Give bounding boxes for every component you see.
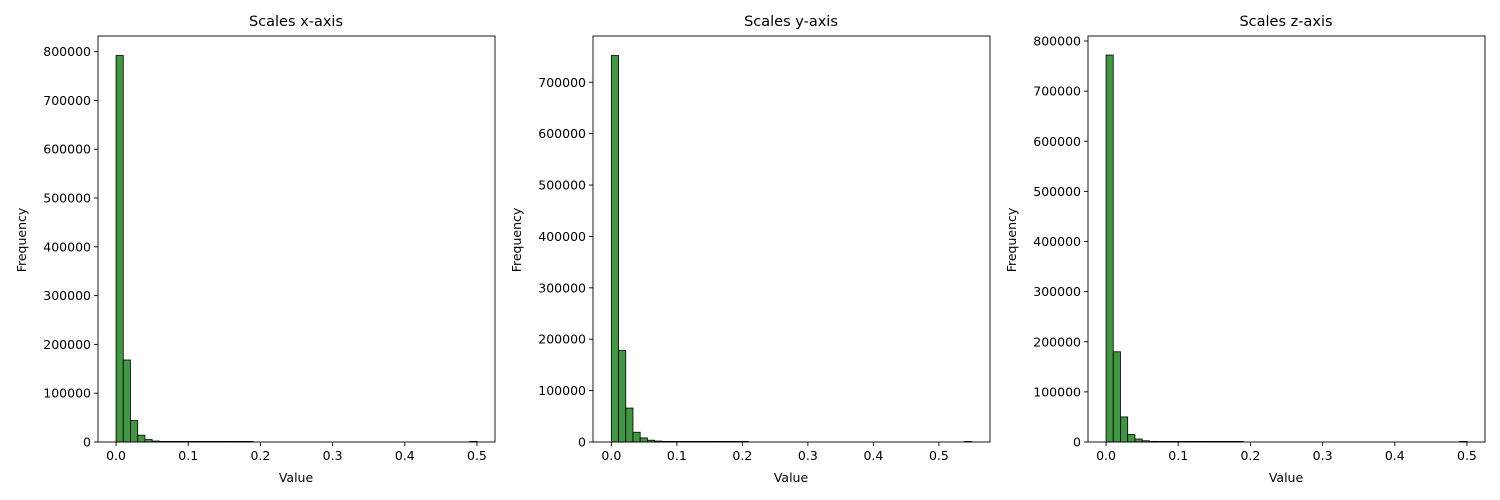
subplot-scales-x: Scales x-axis Value Frequency 0.0 0.1 0.2 0…: [14, 14, 496, 485]
histogram-bar: [632, 431, 641, 443]
y-tick-label: 500000: [1033, 184, 1081, 199]
y-axis-label: Frequency: [14, 207, 29, 272]
x-tick-label: 0.1: [1168, 448, 1188, 463]
y-tick-label: 700000: [538, 75, 586, 90]
y-tick-label: 400000: [538, 229, 586, 244]
y-tick-label: 500000: [43, 191, 91, 206]
x-tick-label: 0.5: [1457, 448, 1477, 463]
y-axis-label: Frequency: [509, 207, 524, 272]
bars: [115, 55, 478, 443]
y-tick-label: 700000: [1033, 84, 1081, 99]
histogram-bar: [137, 434, 146, 443]
y-tick-label: 800000: [43, 44, 91, 59]
y-tick-label: 100000: [538, 383, 586, 398]
y-tick-label: 400000: [43, 239, 91, 254]
histogram-bar: [1120, 416, 1129, 443]
plot-frame: [592, 35, 991, 443]
subplot-scales-z: Scales z-axis Value Frequency 0.0 0.1 0.2 0…: [1004, 14, 1486, 485]
y-tick-label: 0: [578, 435, 586, 450]
y-tick-label: 400000: [1033, 234, 1081, 249]
y-tick-label: 300000: [538, 280, 586, 295]
chart-title: Scales x-axis: [249, 14, 343, 30]
histogram-bar: [1112, 351, 1121, 443]
histogram-bar: [130, 420, 139, 443]
y-tick-label: 0: [83, 435, 91, 450]
plot-frame: [1087, 35, 1486, 443]
histogram-bar: [1105, 54, 1114, 443]
x-tick-label: 0.5: [929, 448, 949, 463]
x-tick-label: 0.1: [667, 448, 687, 463]
chart-title: Scales z-axis: [1239, 14, 1332, 30]
x-tick-label: 0.0: [601, 448, 621, 463]
x-tick-label: 0.1: [178, 448, 198, 463]
bars: [610, 55, 973, 443]
y-axis-label: Frequency: [1004, 207, 1019, 272]
y-tick-label: 100000: [43, 386, 91, 401]
x-tick-label: 0.2: [250, 448, 270, 463]
y-tick-label: 500000: [538, 178, 586, 193]
x-tick-label: 0.3: [323, 448, 343, 463]
y-tick-label: 200000: [1033, 334, 1081, 349]
x-tick-label: 0.0: [106, 448, 126, 463]
histogram-bar: [610, 55, 619, 443]
histogram-bar: [639, 437, 648, 443]
y-tick-label: 100000: [1033, 384, 1081, 399]
x-axis-label: Value: [774, 470, 809, 485]
y-tick-label: 0: [1073, 435, 1081, 450]
histogram-bar: [1134, 438, 1143, 443]
x-tick-label: 0.4: [395, 448, 415, 463]
x-tick-label: 0.3: [1313, 448, 1333, 463]
x-tick-label: 0.5: [467, 448, 487, 463]
x-axis-label: Value: [279, 470, 314, 485]
histogram-bar: [1127, 434, 1136, 443]
y-tick-label: 800000: [1033, 34, 1081, 49]
histogram-bar: [618, 350, 627, 443]
y-tick-label: 200000: [538, 332, 586, 347]
histogram-bar: [625, 407, 634, 443]
y-tick-label: 300000: [1033, 284, 1081, 299]
y-tick-label: 600000: [1033, 134, 1081, 149]
y-tick-label: 600000: [538, 126, 586, 141]
bars: [1105, 54, 1468, 443]
y-tick-label: 700000: [43, 93, 91, 108]
x-tick-label: 0.2: [732, 448, 752, 463]
subplot-scales-y: Scales y-axis Value Frequency 0.0 0.1 0.2 0…: [509, 14, 991, 485]
histogram-bar: [122, 359, 131, 443]
y-tick-label: 300000: [43, 288, 91, 303]
plot-frame: [97, 35, 496, 443]
x-tick-label: 0.3: [798, 448, 818, 463]
x-tick-label: 0.0: [1096, 448, 1116, 463]
y-tick-label: 200000: [43, 337, 91, 352]
x-axis-label: Value: [1269, 470, 1304, 485]
y-tick-label: 600000: [43, 142, 91, 157]
histogram-bar: [115, 55, 124, 443]
chart-title: Scales y-axis: [744, 14, 838, 30]
x-tick-label: 0.2: [1240, 448, 1260, 463]
x-tick-label: 0.4: [863, 448, 883, 463]
x-tick-label: 0.4: [1385, 448, 1405, 463]
